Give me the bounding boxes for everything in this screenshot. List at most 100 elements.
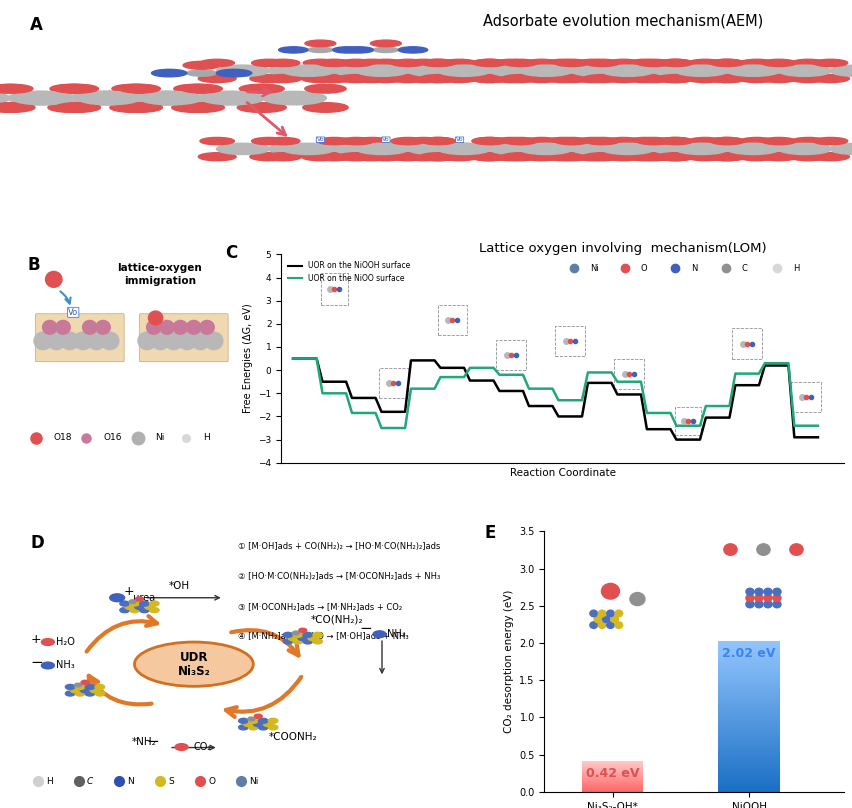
Circle shape <box>789 153 826 161</box>
Text: CO₂: CO₂ <box>193 742 212 752</box>
Circle shape <box>366 153 405 161</box>
Circle shape <box>772 595 780 601</box>
Text: +: + <box>31 633 41 646</box>
Circle shape <box>124 604 134 609</box>
Circle shape <box>110 103 155 112</box>
Circle shape <box>389 74 426 82</box>
Circle shape <box>503 59 537 66</box>
Circle shape <box>772 600 780 608</box>
Circle shape <box>366 74 405 82</box>
Circle shape <box>354 137 389 145</box>
Circle shape <box>248 717 255 721</box>
Circle shape <box>293 639 302 644</box>
Circle shape <box>80 688 89 692</box>
Circle shape <box>655 74 693 82</box>
Circle shape <box>634 74 671 82</box>
Circle shape <box>216 69 251 77</box>
Circle shape <box>436 143 489 154</box>
Circle shape <box>0 103 32 112</box>
Circle shape <box>187 321 200 335</box>
Circle shape <box>606 622 613 629</box>
Circle shape <box>339 137 373 145</box>
Circle shape <box>197 91 261 105</box>
Circle shape <box>421 59 455 66</box>
Text: H: H <box>203 433 210 442</box>
Circle shape <box>610 616 618 622</box>
Circle shape <box>761 137 795 145</box>
Circle shape <box>493 137 527 145</box>
Text: NH₃: NH₃ <box>56 660 75 671</box>
Circle shape <box>707 74 745 82</box>
Text: Lattice oxygen involving  mechanism(LOM): Lattice oxygen involving mechanism(LOM) <box>478 242 766 255</box>
Circle shape <box>371 65 423 77</box>
Circle shape <box>472 137 506 145</box>
Circle shape <box>355 143 408 154</box>
Circle shape <box>813 59 847 66</box>
Circle shape <box>634 153 671 161</box>
Circle shape <box>389 153 426 161</box>
Text: S: S <box>168 777 174 786</box>
Circle shape <box>164 332 182 350</box>
Circle shape <box>176 103 221 112</box>
Circle shape <box>90 688 100 692</box>
Circle shape <box>584 59 619 66</box>
Circle shape <box>420 137 454 145</box>
Circle shape <box>709 59 743 66</box>
Circle shape <box>0 91 9 105</box>
Circle shape <box>754 588 763 595</box>
Circle shape <box>279 47 308 53</box>
Circle shape <box>552 153 590 161</box>
Text: 2.02 eV: 2.02 eV <box>722 647 774 660</box>
Circle shape <box>337 153 375 161</box>
Circle shape <box>66 691 75 696</box>
Circle shape <box>130 601 139 606</box>
Circle shape <box>509 65 563 77</box>
Circle shape <box>240 103 286 112</box>
Text: −: − <box>359 621 371 636</box>
Text: O16: O16 <box>103 433 122 442</box>
Circle shape <box>149 601 158 606</box>
Circle shape <box>199 59 234 66</box>
Circle shape <box>601 583 619 599</box>
Circle shape <box>54 84 95 93</box>
Circle shape <box>147 321 161 335</box>
Circle shape <box>315 153 353 161</box>
Circle shape <box>591 65 645 77</box>
Circle shape <box>152 69 187 77</box>
Circle shape <box>159 321 174 335</box>
Circle shape <box>183 61 220 69</box>
Circle shape <box>263 153 302 161</box>
Text: Vo: Vo <box>382 137 389 142</box>
Circle shape <box>406 143 460 154</box>
Circle shape <box>591 143 645 154</box>
Circle shape <box>302 59 337 66</box>
Circle shape <box>688 137 722 145</box>
Circle shape <box>0 103 35 112</box>
Circle shape <box>115 84 157 93</box>
Text: O: O <box>209 777 216 786</box>
Circle shape <box>268 65 320 77</box>
Circle shape <box>554 137 588 145</box>
Circle shape <box>47 332 66 350</box>
Circle shape <box>436 65 489 77</box>
Circle shape <box>674 143 728 154</box>
Circle shape <box>50 84 91 93</box>
Circle shape <box>789 74 826 82</box>
Circle shape <box>250 153 287 161</box>
Circle shape <box>60 332 78 350</box>
Circle shape <box>117 103 162 112</box>
Circle shape <box>686 74 723 82</box>
Circle shape <box>181 84 222 93</box>
Circle shape <box>726 143 779 154</box>
Text: *NH₂: *NH₂ <box>132 738 157 747</box>
Circle shape <box>737 74 774 82</box>
Circle shape <box>759 153 797 161</box>
Circle shape <box>545 137 579 145</box>
Circle shape <box>199 321 214 335</box>
Circle shape <box>85 684 95 689</box>
Circle shape <box>406 59 440 66</box>
Circle shape <box>709 137 743 145</box>
Circle shape <box>174 84 215 93</box>
Circle shape <box>333 143 386 154</box>
Text: N: N <box>128 777 134 786</box>
